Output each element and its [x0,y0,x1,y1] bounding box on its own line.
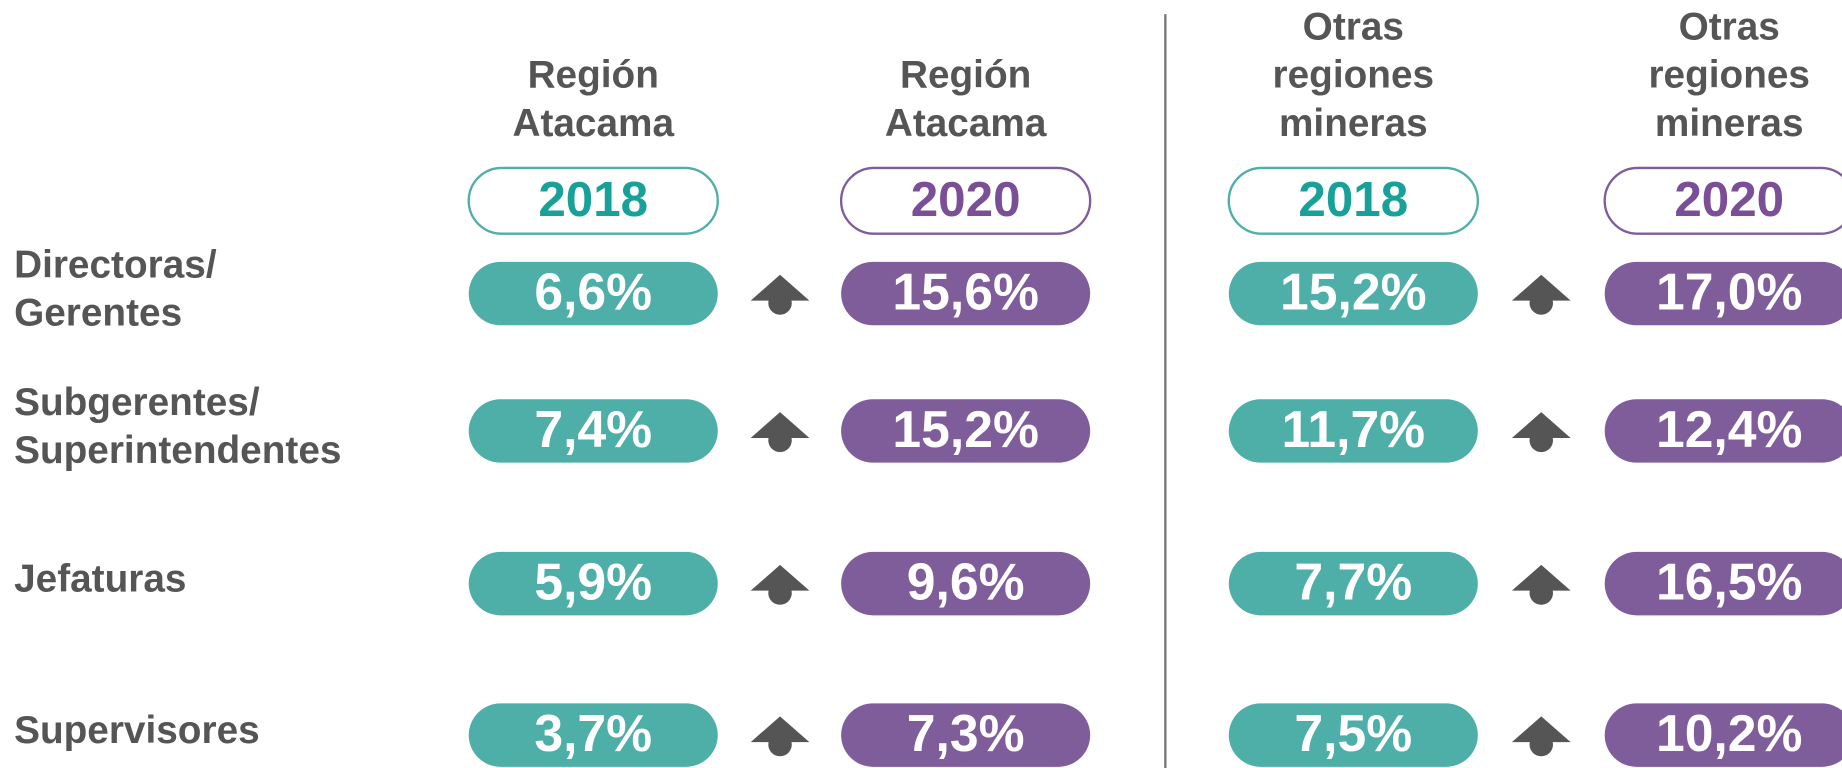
value-label: 15,2% [1280,263,1426,321]
up-arrow [750,564,810,591]
value-label: 7,5% [1294,704,1412,762]
value-pill [841,551,1091,616]
value-label: 15,6% [892,263,1038,321]
value-pill [1604,551,1842,616]
year-label: 2018 [1298,172,1408,227]
value-label: 11,7% [1281,400,1425,458]
year-pill [839,166,1092,235]
value-pill [841,261,1091,326]
value-label: 7,4% [534,400,652,458]
year-pill [1227,166,1480,235]
up-arrow [1511,564,1571,591]
value-pill [1604,703,1842,767]
value-label: 6,6% [534,263,652,321]
column-header: Región [900,54,1031,97]
column-header: regiones [1273,54,1435,97]
value-label: 16,5% [1656,553,1802,611]
value-label: 12,4% [1656,400,1802,458]
value-label: 5,9% [534,553,652,611]
row-label: Directoras/ [14,243,217,286]
value-pill [841,703,1091,767]
arrow-dot [1529,581,1554,605]
up-arrow [1511,274,1571,301]
year-label: 2020 [1674,172,1784,227]
arrow-dot [1529,291,1554,315]
value-pill [468,261,718,326]
value-pill [1228,551,1478,616]
column-header: mineras [1655,102,1804,145]
column-header: Atacama [512,102,674,145]
value-pill [468,399,718,463]
row-label: Gerentes [14,292,182,335]
value-pill [468,703,718,767]
value-label: 17,0% [1656,263,1802,321]
row-label: Subgerentes/ [14,381,260,424]
value-pill [1228,399,1478,463]
value-label: 15,2% [892,400,1038,458]
value-label: 7,3% [907,704,1025,762]
value-label: 10,2% [1656,704,1802,762]
column-header: Otras [1303,6,1404,49]
column-header: Atacama [885,102,1047,145]
value-pill [1228,261,1478,326]
value-pill [841,399,1091,463]
year-pill [467,166,719,235]
row-label: Jefaturas [14,558,186,601]
arrow-dot [768,732,792,757]
value-pill [1604,261,1842,326]
column-header: regiones [1648,54,1810,97]
year-label: 2020 [911,172,1021,227]
up-arrow [750,412,810,439]
row-label: Supervisores [14,709,260,752]
arrow-dot [1529,732,1554,757]
value-label: 7,7% [1294,553,1412,611]
up-arrow [750,716,810,743]
value-pill [468,551,718,616]
arrow-dot [768,428,792,453]
value-label: 3,7% [534,704,652,762]
up-arrow [750,274,810,301]
value-label: 9,6% [907,553,1025,611]
up-arrow [1511,412,1571,439]
value-pill [1604,399,1842,463]
arrow-dot [1529,428,1554,453]
column-header: mineras [1279,102,1428,145]
column-header: Otras [1679,6,1780,49]
value-pill [1228,703,1478,767]
year-pill [1603,166,1842,235]
year-label: 2018 [538,172,648,227]
arrow-dot [768,581,792,605]
up-arrow [1511,716,1571,743]
arrow-dot [768,291,792,315]
row-label: Superintendentes [14,429,341,472]
column-header: Región [528,54,659,97]
